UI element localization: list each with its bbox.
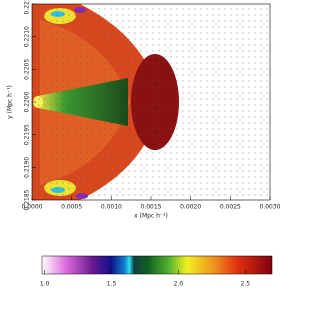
y-axis-label: y (Mpc h⁻¹): [7, 85, 14, 119]
y-tick-label: 0.2195: [24, 124, 31, 145]
y-tick-label: 0.2205: [24, 59, 31, 80]
x-tick-label: 0.0010: [101, 204, 122, 211]
y-tick-label: 0.2185: [24, 189, 31, 210]
x-tick-label: 0.0000: [22, 204, 43, 211]
colorbar-tick-label: 1.5: [107, 281, 117, 288]
x-tick-label: 0.0015: [141, 204, 162, 211]
y-tick-label: 0.2200: [24, 91, 31, 112]
y-tick-label: 0.2215: [24, 0, 31, 15]
colorbar-tick-label: 2.5: [240, 281, 250, 288]
colorbar: [41, 255, 273, 275]
field: [32, 4, 270, 200]
colorbar-tick-label: 2.0: [174, 281, 184, 288]
x-tick-label: 0.0020: [180, 204, 201, 211]
y-tick-label: 0.2190: [24, 157, 31, 178]
x-tick-label: 0.0005: [61, 204, 82, 211]
y-tick-label: 0.2210: [24, 26, 31, 47]
colorbar-tick-label: 1.0: [40, 281, 50, 288]
chart: x (Mpc h⁻¹) y (Mpc h⁻¹) 0.0000 0.0005 0.00…: [7, 0, 281, 288]
x-axis-label: x (Mpc h⁻¹): [134, 213, 168, 220]
x-tick-label: 0.0030: [260, 204, 281, 211]
x-tick-label: 0.0025: [220, 204, 241, 211]
